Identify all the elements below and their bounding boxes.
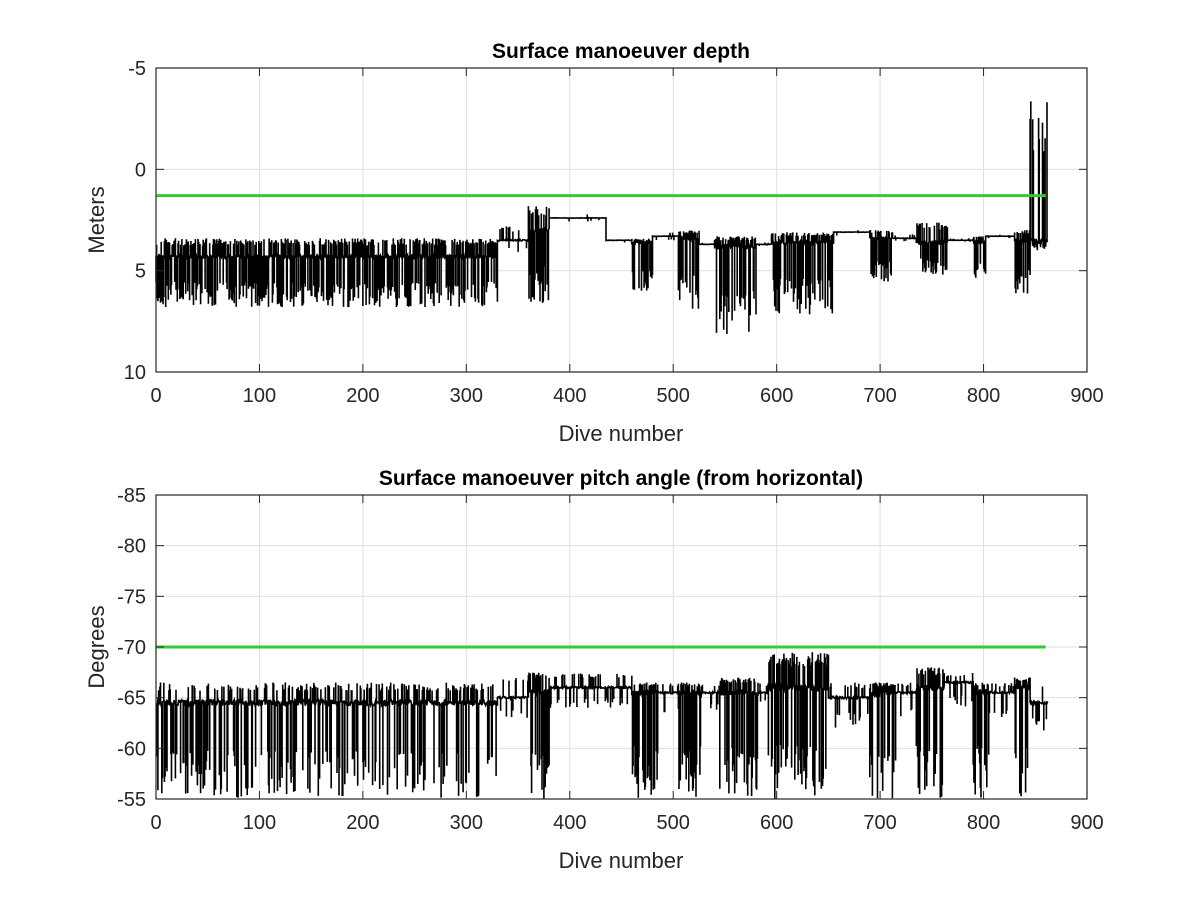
x-tick-label: 0 [150, 812, 161, 834]
x-tick-label: 600 [760, 385, 793, 407]
y-tick-label: -65 [117, 688, 146, 710]
data-series-line [155, 652, 1049, 799]
pitch-chart: Surface manoeuver pitch angle (from hori… [84, 467, 1104, 873]
y-tick-label: 5 [135, 261, 146, 283]
x-tick-label: 900 [1070, 385, 1103, 407]
y-axis-label: Meters [84, 186, 109, 253]
x-tick-label: 100 [243, 812, 276, 834]
x-tick-label: 700 [863, 385, 896, 407]
y-axis-label: Degrees [84, 605, 109, 688]
x-tick-label: 400 [553, 385, 586, 407]
x-tick-label: 200 [346, 385, 379, 407]
y-tick-label: -55 [117, 789, 146, 811]
x-tick-label: 500 [657, 385, 690, 407]
x-tick-label: 0 [150, 385, 161, 407]
x-axis-label: Dive number [559, 848, 684, 873]
data-series-line [155, 101, 1049, 334]
x-tick-label: 300 [450, 385, 483, 407]
x-tick-label: 200 [346, 812, 379, 834]
y-tick-label: 0 [135, 159, 146, 181]
depth-chart: Surface manoeuver depth Dive number Mete… [84, 40, 1104, 446]
chart-title: Surface manoeuver pitch angle (from hori… [379, 467, 863, 490]
x-tick-label: 900 [1070, 812, 1103, 834]
y-tick-label: -70 [117, 637, 146, 659]
y-tick-label: -75 [117, 586, 146, 608]
y-tick-label: -5 [128, 58, 146, 80]
y-tick-label: -60 [117, 738, 146, 760]
x-tick-label: 500 [657, 812, 690, 834]
chart-title: Surface manoeuver depth [492, 40, 750, 63]
x-tick-label: 400 [553, 812, 586, 834]
x-axis-label: Dive number [559, 421, 684, 446]
y-tick-label: -80 [117, 536, 146, 558]
grid-lines [155, 67, 1088, 373]
x-tick-label: 100 [243, 385, 276, 407]
x-tick-label: 700 [863, 812, 896, 834]
y-tick-label: -85 [117, 485, 146, 507]
x-tick-label: 300 [450, 812, 483, 834]
x-tick-label: 800 [967, 385, 1000, 407]
plot-frame [155, 67, 1088, 373]
x-tick-label: 800 [967, 812, 1000, 834]
y-tick-label: 10 [124, 362, 146, 384]
x-tick-label: 600 [760, 812, 793, 834]
